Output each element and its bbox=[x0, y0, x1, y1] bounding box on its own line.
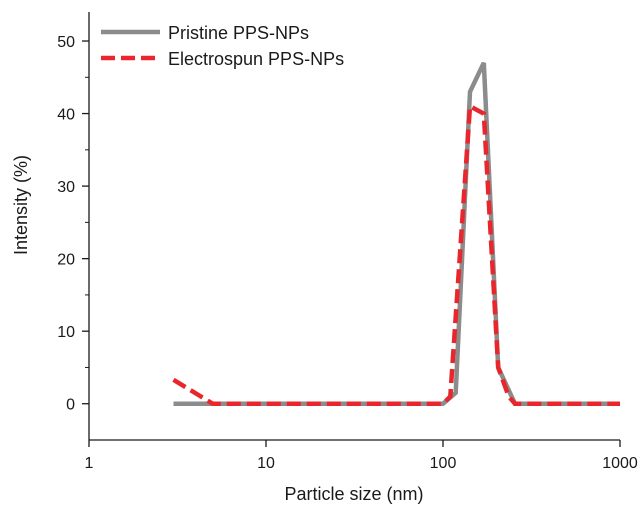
x-tick-label: 10 bbox=[257, 455, 275, 472]
y-tick-label: 30 bbox=[57, 179, 75, 196]
series-line-pristine bbox=[173, 61, 620, 406]
axes: 0 10 20 30 40 50 1 10 100 1000 bbox=[57, 12, 638, 472]
x-tick-label: 100 bbox=[430, 455, 457, 472]
plot-lines bbox=[172, 61, 620, 406]
x-tick-label: 1 bbox=[85, 455, 94, 472]
legend-label: Pristine PPS-NPs bbox=[168, 23, 309, 43]
y-tick-label: 40 bbox=[57, 107, 75, 124]
x-axis-title: Particle size (nm) bbox=[284, 484, 423, 504]
series-line-electrospun bbox=[172, 102, 620, 406]
legend-label: Electrospun PPS-NPs bbox=[168, 49, 344, 69]
y-axis-title: Intensity (%) bbox=[11, 155, 31, 255]
y-tick-label: 50 bbox=[57, 34, 75, 51]
y-tick-label: 0 bbox=[66, 397, 75, 414]
y-tick-label: 10 bbox=[57, 324, 75, 341]
x-tick-label: 1000 bbox=[602, 455, 638, 472]
y-tick-label: 20 bbox=[57, 252, 75, 269]
legend: Pristine PPS-NPs Electrospun PPS-NPs bbox=[101, 23, 344, 69]
